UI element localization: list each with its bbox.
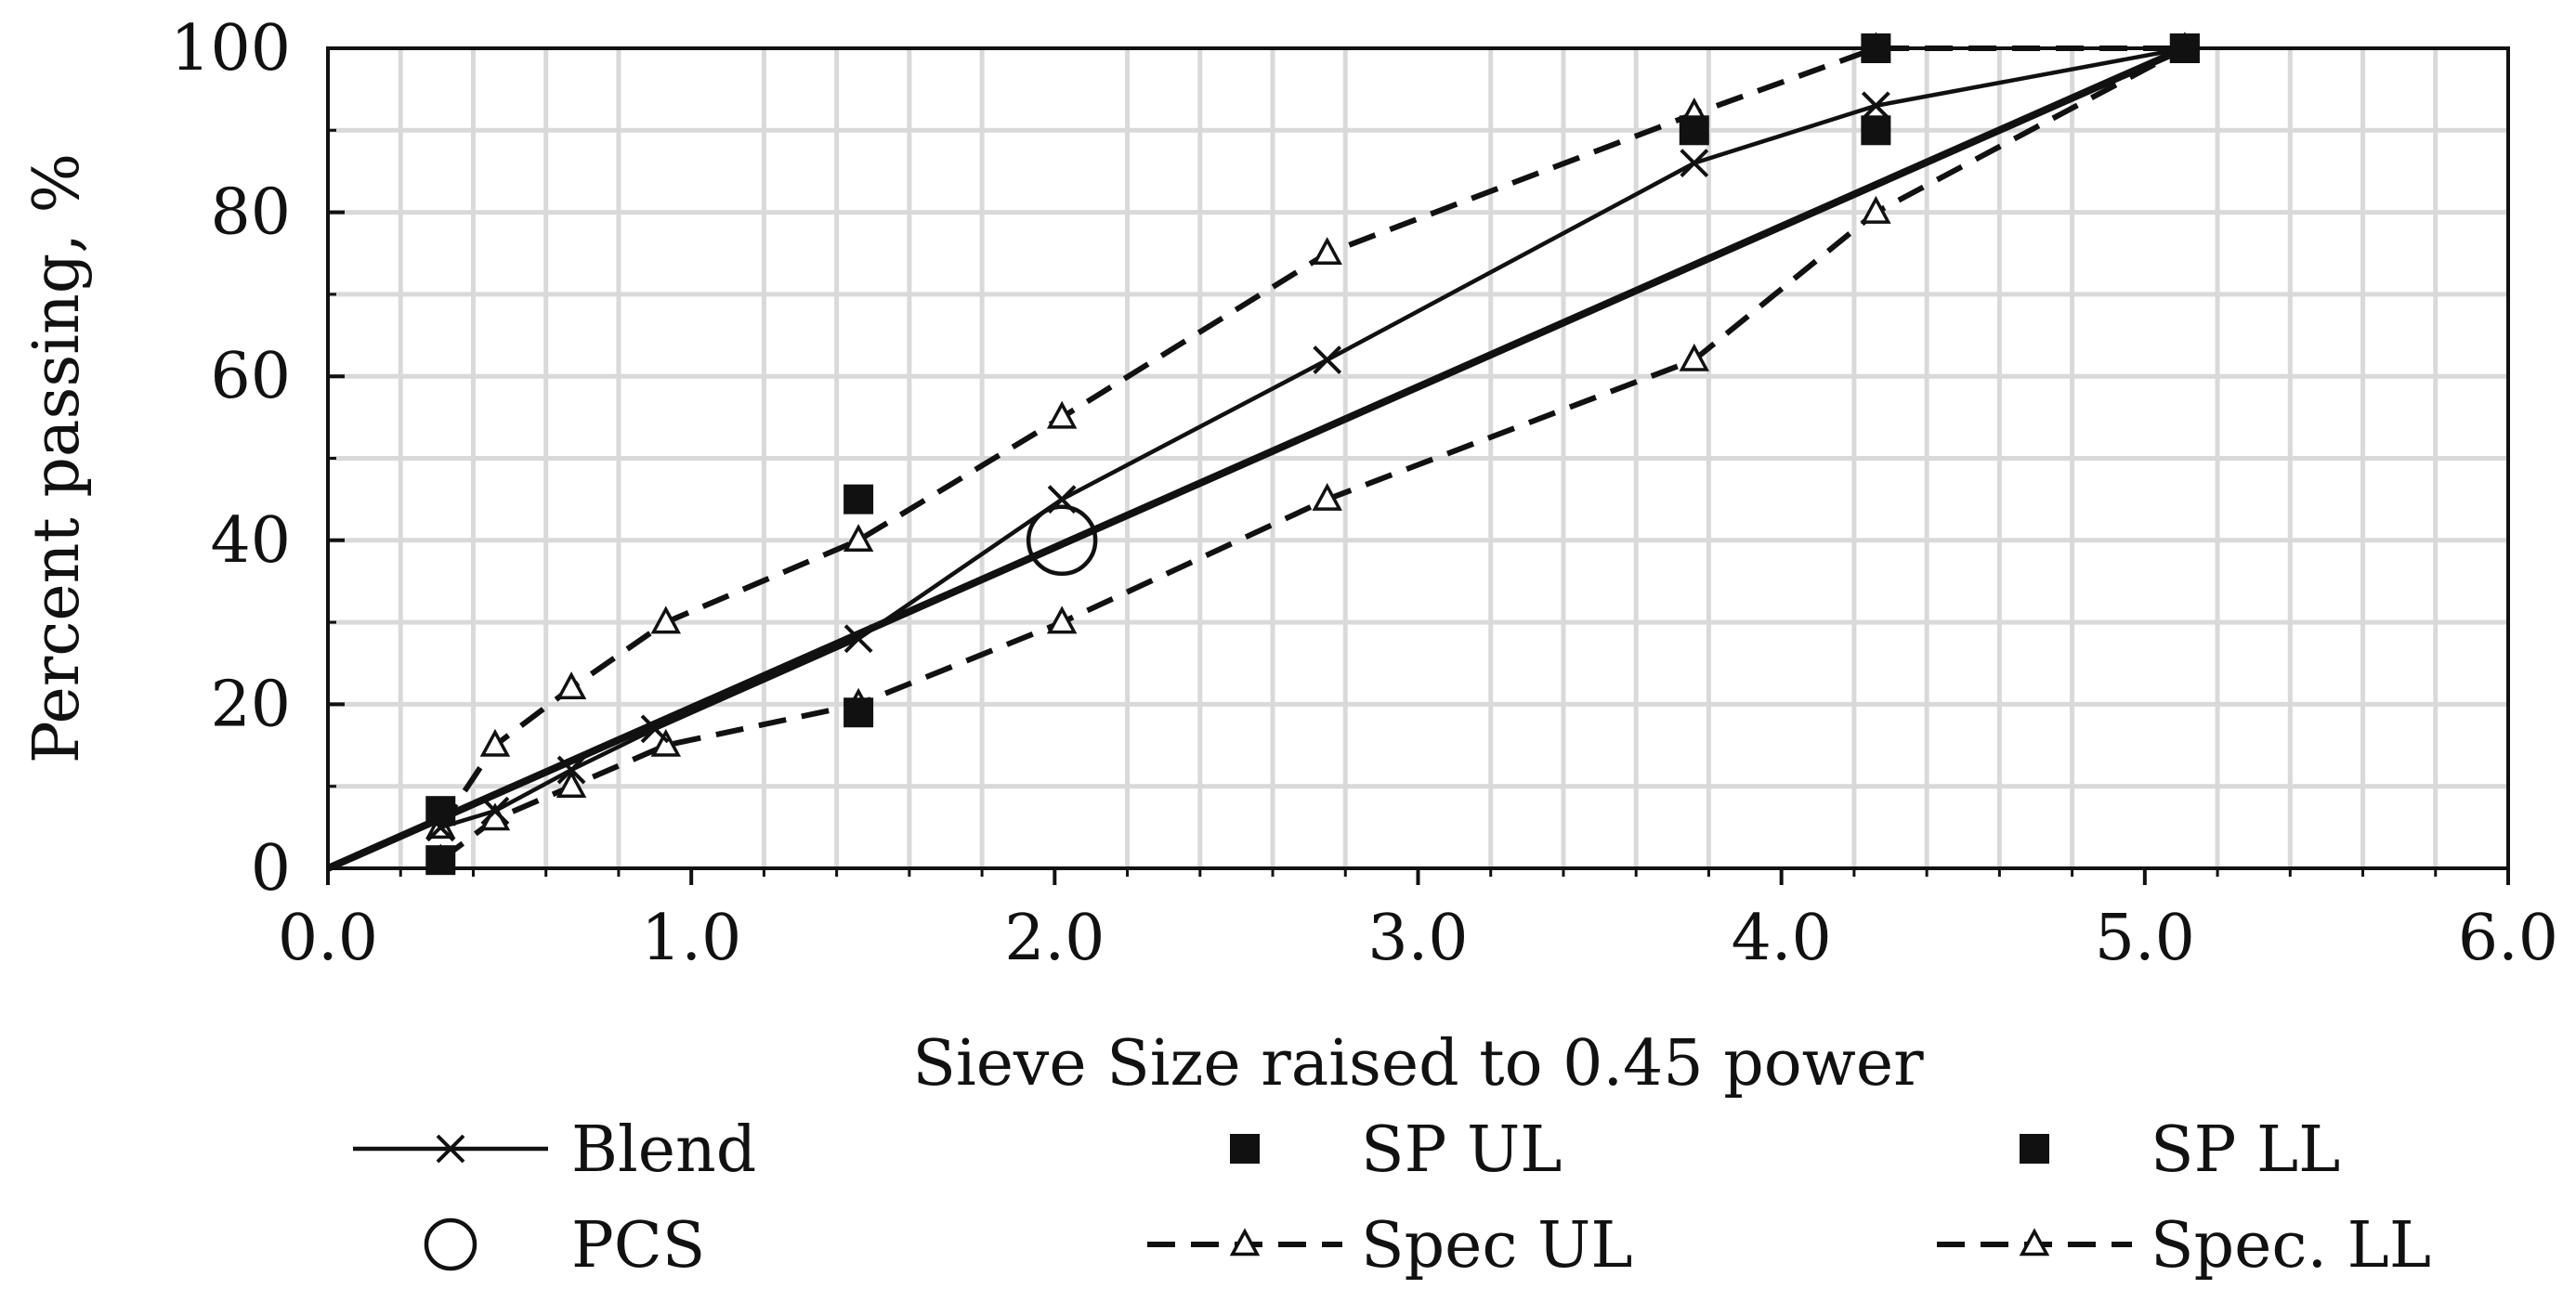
blend-point (1313, 345, 1342, 374)
legend-entry-sp-ul: SP UL (1230, 1113, 1562, 1187)
y-tick-label: 100 (170, 12, 291, 85)
legend-swatch-marker (2020, 1134, 2049, 1164)
legend-entry-sp-ll: SP LL (2020, 1113, 2340, 1187)
spec-ul-point (1312, 237, 1342, 265)
pcs-point (1026, 504, 1098, 577)
legend-entry-blend: Blend (353, 1113, 756, 1187)
legend: Blend SP UL SP LL PCS Spec UL Spec. LL (353, 1113, 2431, 1282)
maximum-density-line (326, 45, 2187, 872)
series-sp-ll (425, 33, 2200, 876)
y-tick-label: 0 (251, 832, 291, 905)
legend-label-sp-ul: SP UL (1361, 1113, 1562, 1187)
sp-ll-point (843, 697, 874, 728)
legend-entry-spec-ul: Spec UL (1147, 1209, 1633, 1282)
x-tick-label: 0.0 (278, 902, 378, 975)
spec-ul-point (1046, 400, 1078, 429)
blend-point (1861, 91, 1890, 121)
y-tick-label: 40 (210, 504, 291, 578)
axes: 0.0 1.0 2.0 3.0 4.0 5.0 6.0 0 20 40 60 80 100 (170, 12, 2558, 975)
legend-swatch-marker (2019, 1228, 2050, 1256)
sp-ul-point (1861, 33, 1891, 63)
sp-ll-point (1679, 115, 1709, 146)
legend-label-spec-ll: Spec. LL (2151, 1209, 2431, 1282)
y-tick-label: 80 (210, 176, 291, 250)
legend-swatch-marker (1229, 1228, 1261, 1256)
legend-entry-pcs: PCS (424, 1209, 705, 1282)
legend-label-blend: Blend (571, 1113, 756, 1187)
legend-label-pcs: PCS (571, 1209, 705, 1282)
spec-ll-point (556, 770, 587, 798)
spec-ll-point (650, 728, 682, 757)
spec-ul-point (843, 524, 874, 553)
sp-ul-point (425, 796, 456, 827)
blend-point (843, 624, 873, 654)
blend-point (640, 714, 670, 744)
spec-ll-point (1312, 482, 1342, 511)
series-layer (326, 32, 2201, 876)
spec-ll-point (1861, 195, 1891, 224)
series-pcs (1026, 504, 1098, 577)
sp-ul-point (843, 484, 874, 514)
blend-point (1680, 149, 1709, 178)
blend-point (556, 755, 586, 785)
grid (328, 48, 2508, 868)
y-tick-label: 60 (210, 340, 291, 413)
legend-swatch-marker (436, 1134, 465, 1164)
legend-swatch-marker (1230, 1134, 1260, 1164)
x-tick-label: 5.0 (2095, 902, 2195, 975)
series-spec-ll (425, 32, 2201, 872)
blend-point (480, 796, 510, 826)
sp-ll-point (1861, 115, 1891, 146)
spec-ul-point (556, 671, 587, 699)
spec-ul-point (650, 605, 682, 634)
sp-ll-point (2169, 33, 2200, 63)
y-tick-label: 20 (210, 668, 291, 741)
legend-swatch-marker (424, 1217, 477, 1271)
blend-line (439, 46, 2186, 830)
legend-label-sp-ll: SP LL (2151, 1113, 2340, 1187)
x-axis-title: Sieve Size raised to 0.45 power (912, 1027, 1924, 1100)
legend-entry-spec-ll: Spec. LL (1937, 1209, 2431, 1282)
x-tick-label: 6.0 (2458, 902, 2558, 975)
legend-label-spec-ul: Spec UL (1361, 1209, 1633, 1282)
x-tick-label: 4.0 (1732, 902, 1832, 975)
spec-ll-point (1679, 343, 1710, 371)
spec-ul-point (479, 728, 511, 757)
x-tick-label: 1.0 (641, 902, 741, 975)
spec-ll-line (438, 46, 2187, 863)
y-axis-title: Percent passing, % (20, 153, 94, 763)
x-tick-label: 2.0 (1004, 902, 1105, 975)
spec-ul-line (438, 46, 2185, 829)
x-tick-label: 3.0 (1367, 902, 1468, 975)
spec-ll-point (1046, 605, 1078, 634)
sp-ll-point (425, 845, 456, 876)
